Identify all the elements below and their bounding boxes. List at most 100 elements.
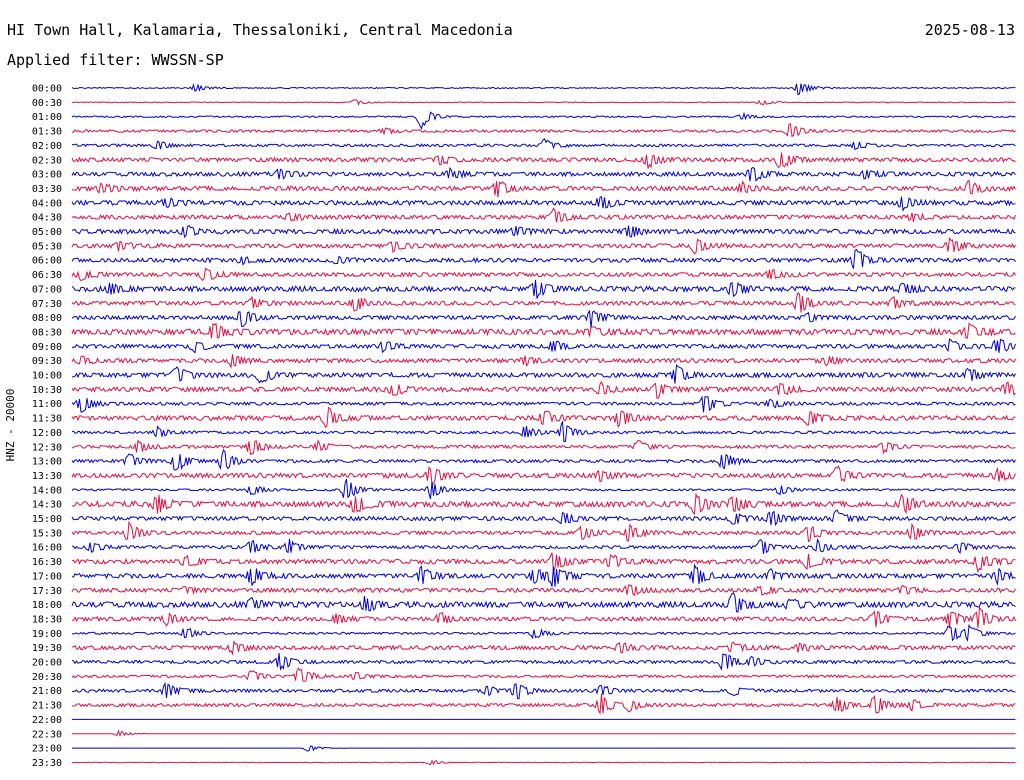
seismic-trace-2130 <box>72 693 1016 715</box>
time-label: 06:00 <box>32 256 62 267</box>
time-label: 12:00 <box>32 428 62 439</box>
time-label: 10:30 <box>32 385 62 396</box>
seismic-trace-1700 <box>71 563 1016 587</box>
time-label: 15:00 <box>32 514 62 525</box>
seismic-trace-1330 <box>71 465 1016 485</box>
time-label: 02:30 <box>32 155 62 166</box>
seismic-trace-1800 <box>71 592 1016 613</box>
seismic-trace-1230 <box>71 439 1016 456</box>
time-label: 18:00 <box>32 600 62 611</box>
seismic-trace-1830 <box>71 605 1016 628</box>
time-label: 03:00 <box>32 170 62 181</box>
time-label: 15:30 <box>32 528 62 539</box>
time-label: 14:30 <box>32 500 62 511</box>
seismic-trace-1130 <box>71 406 1016 429</box>
seismic-trace-0730 <box>71 291 1016 313</box>
seismic-trace-1400 <box>71 478 1016 499</box>
seismic-trace-0800 <box>71 309 1016 329</box>
time-label: 19:30 <box>32 643 62 654</box>
seismic-trace-0530 <box>71 236 1016 255</box>
time-label: 22:30 <box>32 729 62 740</box>
seismic-trace-1930 <box>72 639 1016 656</box>
time-label: 00:00 <box>32 84 62 95</box>
seismic-trace-0000 <box>71 83 1016 96</box>
seismic-trace-1600 <box>71 538 1016 555</box>
time-label: 11:30 <box>32 414 62 425</box>
seismic-trace-2000 <box>71 653 1016 671</box>
time-label: 06:30 <box>32 270 62 281</box>
seismic-trace-0830 <box>71 322 1016 339</box>
time-label: 05:00 <box>32 227 62 238</box>
time-label: 12:30 <box>32 442 62 453</box>
time-label: 23:30 <box>32 758 62 769</box>
seismic-trace-0900 <box>71 338 1016 354</box>
time-label: 04:00 <box>32 198 62 209</box>
station-title: HI Town Hall, Kalamaria, Thessaloniki, C… <box>7 21 513 39</box>
seismic-trace-0330 <box>71 179 1016 198</box>
seismic-trace-0630 <box>71 267 1016 282</box>
time-label: 20:00 <box>32 658 62 669</box>
seismic-trace-0700 <box>71 279 1016 299</box>
seismic-trace-2230 <box>72 729 1016 738</box>
seismic-trace-1000 <box>71 364 1016 384</box>
time-label: 22:00 <box>32 715 62 726</box>
time-label: 16:30 <box>32 557 62 568</box>
time-label: 02:00 <box>32 141 62 152</box>
seismic-trace-2030 <box>71 667 1016 682</box>
time-label: 07:00 <box>32 284 62 295</box>
time-label: 10:00 <box>32 371 62 382</box>
seismic-trace-1500 <box>71 509 1016 527</box>
seismic-trace-0130 <box>71 123 1016 138</box>
seismic-trace-1030 <box>71 380 1016 400</box>
time-label: 09:30 <box>32 356 62 367</box>
seismic-trace-2300 <box>72 745 1016 752</box>
time-label: 18:30 <box>32 614 62 625</box>
time-label: 21:30 <box>32 701 62 712</box>
filter-label: Applied filter: WWSSN-SP <box>7 51 224 69</box>
seismic-trace-0300 <box>71 166 1016 182</box>
seismic-trace-0200 <box>71 137 1016 151</box>
y-axis-label: HNZ - 20000 <box>4 389 17 462</box>
seismic-trace-1300 <box>71 449 1016 471</box>
trace-group <box>71 83 1016 766</box>
time-label: 13:00 <box>32 457 62 468</box>
seismic-trace-1100 <box>71 395 1016 413</box>
record-date: 2025-08-13 <box>924 21 1015 39</box>
time-label: 04:30 <box>32 213 62 224</box>
seismic-trace-0100 <box>71 111 1016 130</box>
time-label: 08:30 <box>32 327 62 338</box>
seismic-trace-0500 <box>71 224 1016 239</box>
time-label: 01:30 <box>32 127 62 138</box>
time-label: 13:30 <box>32 471 62 482</box>
time-label: 17:00 <box>32 571 62 582</box>
time-label: 17:30 <box>32 586 62 597</box>
seismic-trace-0230 <box>71 152 1016 169</box>
time-label: 09:00 <box>32 342 62 353</box>
time-label: 01:00 <box>32 112 62 123</box>
seismic-trace-0930 <box>71 354 1016 369</box>
seismic-trace-1530 <box>71 520 1016 543</box>
time-label: 11:00 <box>32 399 62 410</box>
seismic-trace-1900 <box>71 624 1016 643</box>
seismic-trace-0600 <box>71 248 1016 269</box>
time-label: 23:00 <box>32 744 62 755</box>
time-label: 07:30 <box>32 299 62 310</box>
seismic-trace-1430 <box>71 492 1016 516</box>
seismic-trace-2330 <box>71 759 1016 766</box>
time-label: 16:00 <box>32 543 62 554</box>
time-label: 00:30 <box>32 98 62 109</box>
time-label: 03:30 <box>32 184 62 195</box>
seismic-trace-0030 <box>71 99 1016 106</box>
seismic-trace-0400 <box>71 195 1016 212</box>
seismic-trace-2100 <box>71 681 1016 700</box>
time-label: 08:00 <box>32 313 62 324</box>
time-label-group: 00:00 00:30 01:00 01:30 02:00 02:30 03:00 03:30… <box>32 84 62 769</box>
time-label: 05:30 <box>32 241 62 252</box>
seismic-trace-0430 <box>71 207 1016 223</box>
seismic-trace-1630 <box>71 552 1016 574</box>
seismic-trace-1730 <box>71 584 1016 597</box>
time-label: 21:00 <box>32 686 62 697</box>
time-label: 20:30 <box>32 672 62 683</box>
seismic-trace-1200 <box>71 421 1016 443</box>
